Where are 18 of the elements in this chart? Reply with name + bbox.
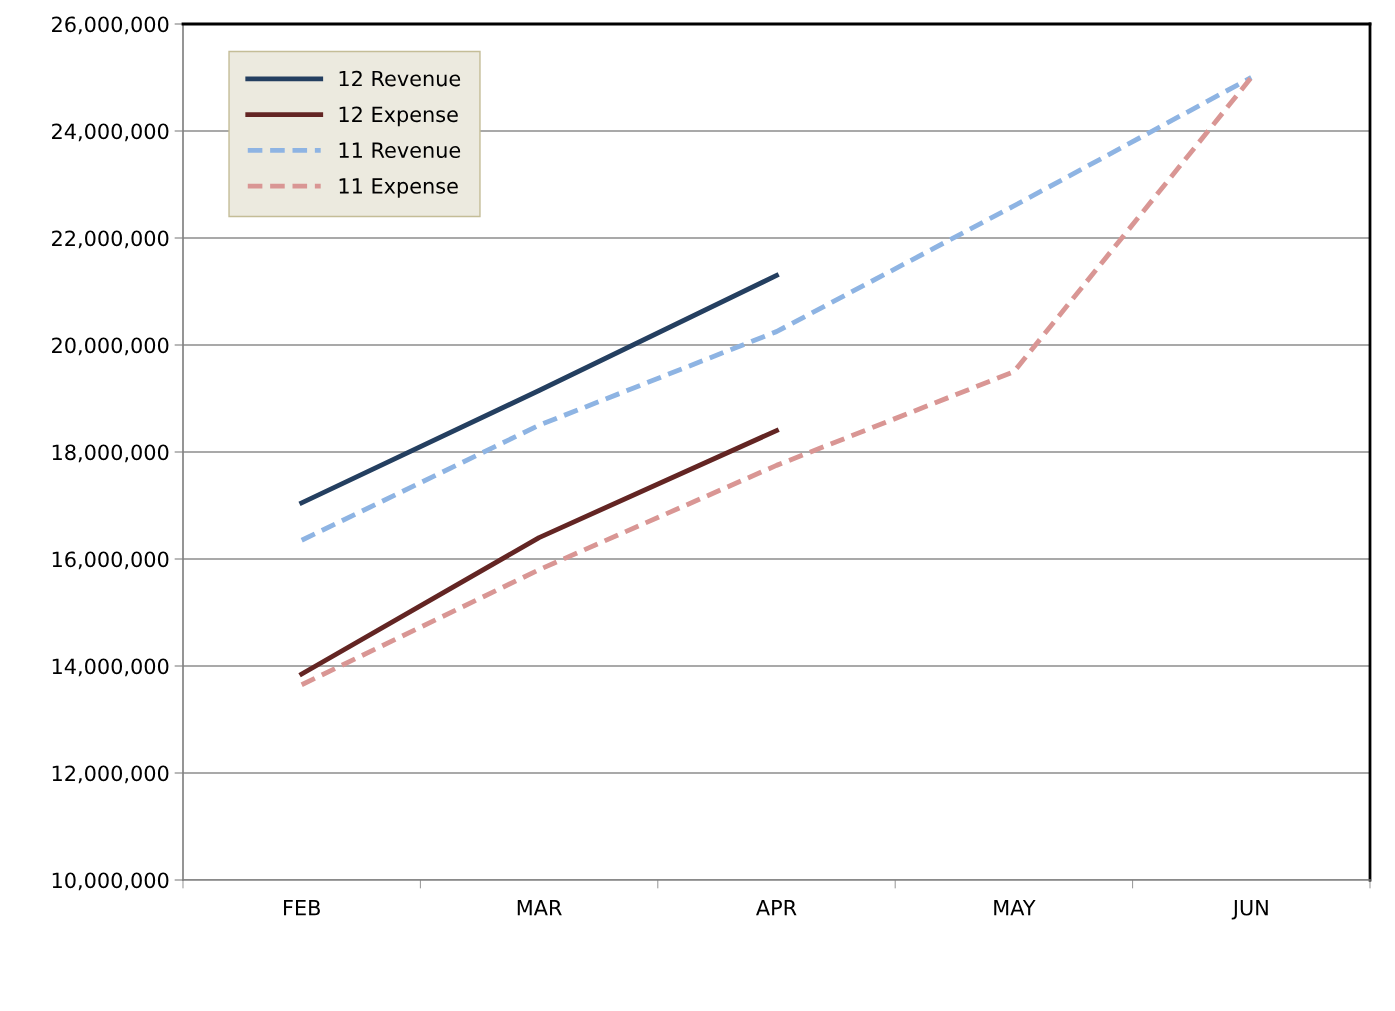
legend-label: 12 Expense — [339, 106, 458, 127]
legend-label: 12 Revenue — [339, 70, 461, 87]
y-tick-label: 14,000,000 — [52, 658, 169, 677]
legend-label: 11 Revenue — [339, 142, 461, 158]
x-tick-label: APR — [756, 900, 797, 916]
x-tick-label: FEB — [284, 900, 320, 916]
x-tick-label: JUN — [1231, 900, 1268, 920]
y-tick-label: 16,000,000 — [52, 551, 169, 570]
x-tick-label: MAR — [517, 900, 562, 916]
y-tick-label: 26,000,000 — [52, 16, 169, 35]
y-tick-label: 22,000,000 — [52, 230, 169, 249]
legend-label: 11 Expense — [339, 178, 458, 198]
y-tick-label: 10,000,000 — [52, 872, 169, 891]
y-tick-label: 18,000,000 — [52, 444, 169, 463]
x-tick-label: MAY — [994, 900, 1036, 916]
y-tick-label: 20,000,000 — [52, 337, 169, 356]
y-tick-label: 24,000,000 — [52, 123, 169, 142]
y-tick-label: 12,000,000 — [52, 765, 169, 784]
